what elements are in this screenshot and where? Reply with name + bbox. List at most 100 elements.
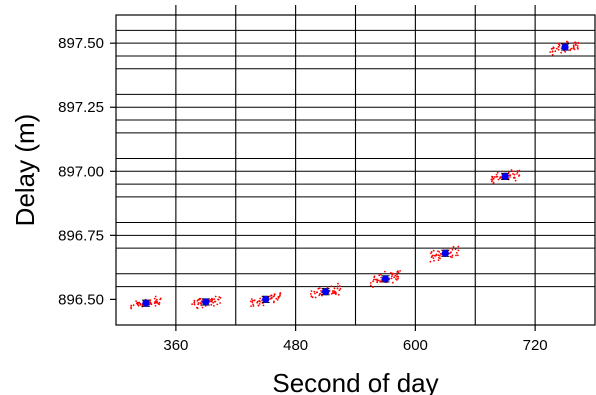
scatter-point xyxy=(270,294,273,297)
scatter-point xyxy=(430,256,433,258)
scatter-point xyxy=(391,275,393,278)
scatter-point xyxy=(450,251,452,254)
scatter-point xyxy=(576,45,579,47)
scatter-point xyxy=(393,276,396,279)
scatter-point xyxy=(560,51,563,54)
scatter-point xyxy=(210,298,212,301)
scatter-point xyxy=(372,280,374,283)
scatter-point xyxy=(513,173,516,176)
scatter-point xyxy=(551,53,554,56)
scatter-point xyxy=(331,290,334,292)
scatter-point xyxy=(369,284,372,287)
scatter-point xyxy=(136,303,139,305)
scatter-point xyxy=(139,303,142,305)
scatter-point xyxy=(153,297,156,300)
scatter-point xyxy=(316,291,318,294)
x-tick-label: 360 xyxy=(163,337,188,354)
y-axis-ticks: 896.50 896.75 897.00 897.25 897.50 xyxy=(58,35,116,308)
mean-point xyxy=(381,275,390,283)
scatter-point xyxy=(217,298,219,301)
scatter-point xyxy=(376,281,379,284)
scatter-point xyxy=(397,275,399,278)
scatter-point xyxy=(396,270,399,273)
scatter-point xyxy=(454,248,457,251)
scatter-point xyxy=(551,50,554,53)
scatter-point xyxy=(390,277,393,280)
scatter-point xyxy=(257,304,260,307)
scatter-point xyxy=(200,302,203,305)
scatter-point xyxy=(193,299,196,302)
scatter-point xyxy=(451,248,454,251)
plot-frame xyxy=(115,14,596,326)
scatter-point xyxy=(135,300,138,302)
scatter-point xyxy=(573,48,576,51)
scatter-point xyxy=(491,179,494,181)
scatter-point xyxy=(432,249,435,252)
scatter-point xyxy=(439,255,441,257)
scatter-point xyxy=(557,46,560,48)
scatter-point xyxy=(451,254,454,257)
scatter-point xyxy=(549,51,552,53)
y-tick-label: 897.25 xyxy=(58,99,104,116)
scatter-point xyxy=(193,303,196,306)
scatter-point xyxy=(550,48,553,50)
scatter-point xyxy=(437,259,440,262)
scatter-point xyxy=(455,254,457,257)
scatter-point xyxy=(212,301,215,304)
scatter-point xyxy=(575,44,577,46)
scatter-point xyxy=(514,177,516,179)
scatter-point xyxy=(311,296,314,299)
scatter-point xyxy=(396,279,398,281)
scatter-point xyxy=(273,301,275,304)
scatter-point xyxy=(432,257,435,259)
scatter-point xyxy=(509,174,512,177)
scatter-point xyxy=(566,40,568,43)
scatter-point xyxy=(218,296,221,298)
scatter-point xyxy=(373,278,375,281)
x-axis-ticks: 360 480 600 720 xyxy=(163,325,548,354)
scatter-point xyxy=(448,252,451,255)
scatter-point xyxy=(437,250,439,253)
scatter-point xyxy=(391,273,394,276)
scatter-point xyxy=(379,273,382,276)
scatter-point xyxy=(338,285,341,288)
scatter-point xyxy=(154,305,157,307)
scatter-point xyxy=(276,299,279,301)
scatter-point xyxy=(259,297,262,300)
scatter-point xyxy=(256,301,259,304)
scatter-point xyxy=(432,254,434,257)
scatter-point xyxy=(373,275,376,278)
scatter-point xyxy=(456,254,459,257)
scatter-point xyxy=(337,293,340,296)
x-axis-title: Second of day xyxy=(272,368,438,395)
scatter-point xyxy=(214,295,217,298)
mean-point xyxy=(321,288,330,296)
scatter-point xyxy=(451,256,453,259)
scatter-point xyxy=(512,170,514,173)
scatter-point xyxy=(457,245,460,248)
scatter-point xyxy=(157,302,160,305)
scatter-point xyxy=(554,50,557,53)
scatter-point xyxy=(516,171,519,174)
scatter-point xyxy=(197,303,200,306)
scatter-point xyxy=(438,256,440,259)
scatter-point xyxy=(336,287,339,290)
scatter-point xyxy=(449,247,451,250)
scatter-point xyxy=(338,289,341,291)
scatter-point xyxy=(318,287,321,290)
scatter-point xyxy=(394,274,397,277)
y-axis-title: Delay (m) xyxy=(10,114,40,227)
scatter-point xyxy=(555,47,558,50)
x-tick-label: 600 xyxy=(403,337,428,354)
scatter-point xyxy=(377,279,380,282)
scatter-point xyxy=(437,254,440,257)
scatter-point xyxy=(510,169,513,171)
scatter-point xyxy=(380,276,383,279)
scatter-point xyxy=(333,291,336,293)
scatter-point xyxy=(430,252,432,255)
scatter-point xyxy=(275,297,278,300)
scatter-point xyxy=(262,304,265,307)
scatter-point xyxy=(388,277,391,280)
scatter-point xyxy=(199,297,202,300)
